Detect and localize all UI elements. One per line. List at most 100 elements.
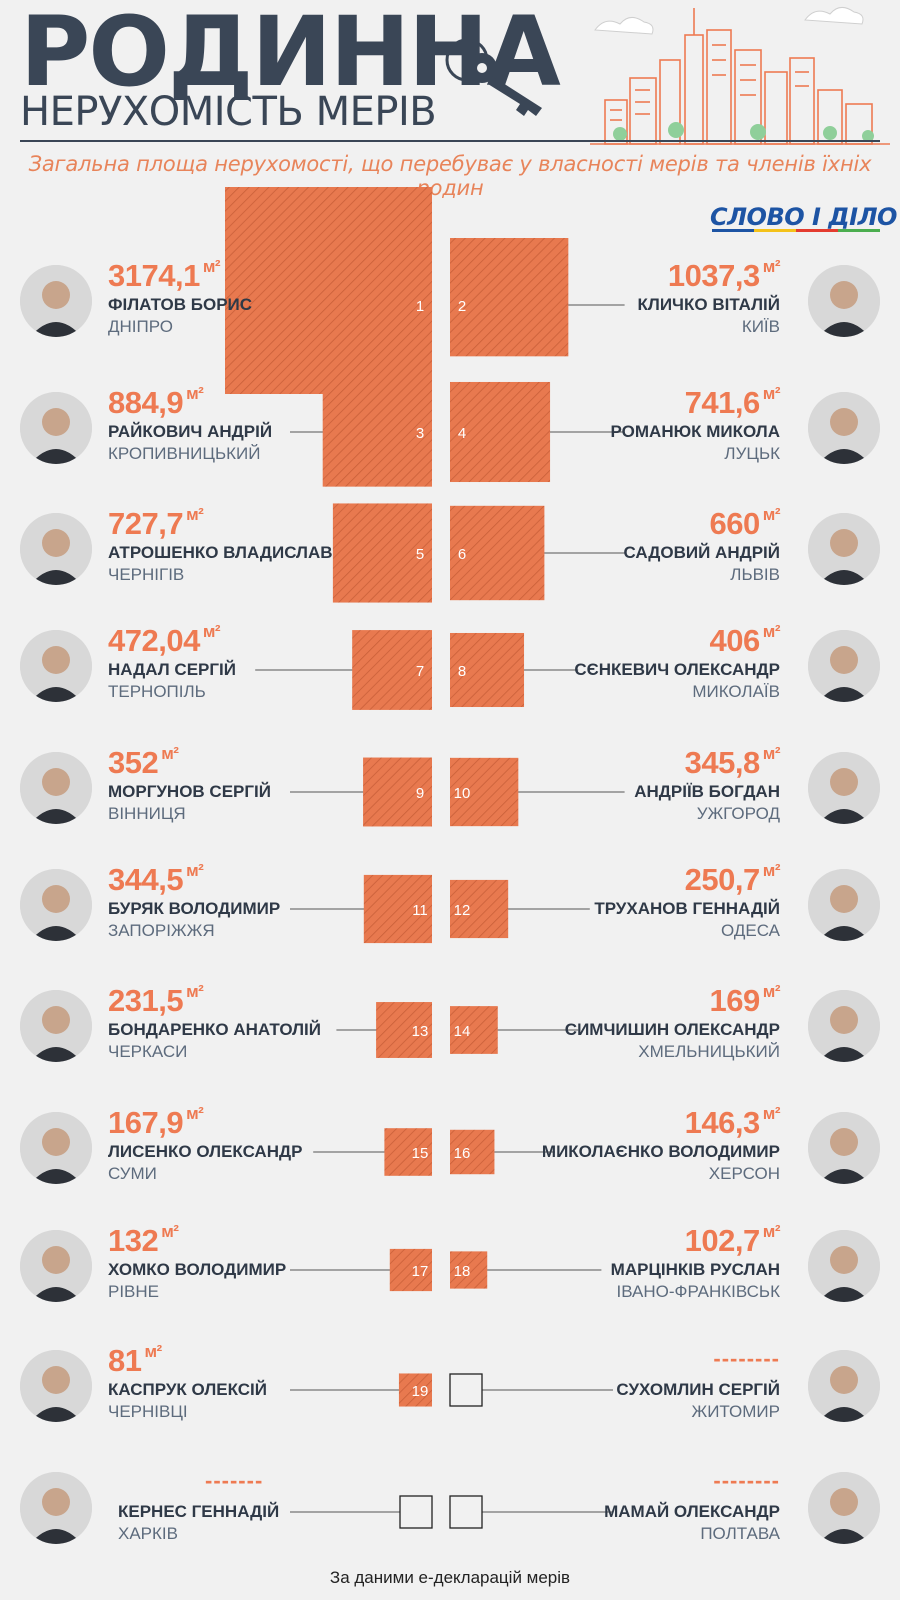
mayor-city: СУМИ xyxy=(108,1164,157,1183)
area-value: 81 м² xyxy=(108,1342,162,1378)
mayor-name: АТРОШЕНКО ВЛАДИСЛАВ xyxy=(108,543,333,562)
mayor-name: ЛИСЕНКО ОЛЕКСАНДР xyxy=(108,1142,303,1161)
mayor-city: КРОПИВНИЦЬКИЙ xyxy=(108,444,261,463)
mayor-name: МОРГУНОВ СЕРГІЙ xyxy=(108,782,271,801)
mayor-name: ТРУХАНОВ ГЕННАДІЙ xyxy=(594,899,780,918)
square-rank-label: 2 xyxy=(458,298,466,315)
mayor-city: ЛУЦЬК xyxy=(724,444,780,463)
avatar xyxy=(20,1472,92,1544)
area-square xyxy=(384,1128,432,1176)
mayor-city: ІВАНО-ФРАНКІВСЬК xyxy=(616,1282,780,1301)
avatar xyxy=(20,265,92,337)
person-icon xyxy=(20,1350,92,1422)
mayor-city: ЧЕРНІГІВ xyxy=(108,565,185,584)
area-square xyxy=(352,630,432,710)
person-icon xyxy=(808,869,880,941)
mayor-name: СИМЧИШИН ОЛЕКСАНДР xyxy=(564,1020,780,1039)
area-value: -------- xyxy=(713,1468,780,1493)
avatar xyxy=(20,1112,92,1184)
square-rank-label: 10 xyxy=(454,785,471,802)
avatar xyxy=(808,1112,880,1184)
mayor-name: РАЙКОВИЧ АНДРІЙ xyxy=(108,422,273,441)
square-rank-label: 1 xyxy=(416,298,424,315)
square-rank-label: 3 xyxy=(416,425,424,442)
area-square xyxy=(450,1251,488,1289)
area-square xyxy=(225,187,432,394)
area-value: 169 м² xyxy=(709,982,781,1018)
avatar xyxy=(808,1350,880,1422)
mayor-city: ХЕРСОН xyxy=(708,1164,780,1183)
square-rank-label: 18 xyxy=(454,1263,471,1280)
area-value: ------- xyxy=(205,1468,264,1493)
mayor-name: БОНДАРЕНКО АНАТОЛІЙ xyxy=(108,1020,321,1039)
area-square xyxy=(450,1129,495,1175)
avatar xyxy=(20,752,92,824)
square-rank-label: 7 xyxy=(416,663,424,680)
person-icon xyxy=(808,1230,880,1302)
mayor-city: ЖИТОМИР xyxy=(691,1402,780,1421)
person-icon xyxy=(20,513,92,585)
square-rank-label: 9 xyxy=(416,785,424,802)
area-square xyxy=(363,874,432,944)
mayor-name: ХОМКО ВОЛОДИМИР xyxy=(108,1260,287,1279)
area-square xyxy=(450,238,569,357)
area-value: 660 м² xyxy=(709,505,781,541)
mayor-name: БУРЯК ВОЛОДИМИР xyxy=(108,899,281,918)
area-value: 146,3 м² xyxy=(684,1104,781,1140)
person-icon xyxy=(808,1112,880,1184)
avatar xyxy=(808,990,880,1062)
area-square xyxy=(450,757,519,827)
avatar xyxy=(808,265,880,337)
avatar xyxy=(808,869,880,941)
person-icon xyxy=(20,1472,92,1544)
person-icon xyxy=(20,869,92,941)
page-title: РОДИННА xyxy=(20,0,561,108)
area-square xyxy=(398,1373,432,1407)
avatar xyxy=(808,513,880,585)
mayor-name: СЄНКЕВИЧ ОЛЕКСАНДР xyxy=(574,660,780,679)
area-value: 406 м² xyxy=(709,622,781,658)
mayor-city: ВІННИЦЯ xyxy=(108,804,186,823)
mayor-name: СУХОМЛИН СЕРГІЙ xyxy=(616,1380,780,1399)
area-value: 727,7 м² xyxy=(108,505,204,541)
area-square xyxy=(450,879,509,939)
area-square xyxy=(389,1248,432,1292)
square-rank-label: 16 xyxy=(454,1145,471,1162)
avatar xyxy=(20,513,92,585)
avatar xyxy=(808,392,880,464)
mayor-name: МАМАЙ ОЛЕКСАНДР xyxy=(604,1502,780,1521)
avatar xyxy=(20,869,92,941)
brand-logo: СЛОВО І ДІЛО xyxy=(710,203,897,231)
square-rank-label: 13 xyxy=(412,1023,429,1040)
area-square xyxy=(450,505,545,601)
square-rank-label: 8 xyxy=(458,663,466,680)
area-value: 250,7 м² xyxy=(684,861,781,897)
mayor-name: КЛИЧКО ВІТАЛІЙ xyxy=(637,295,780,314)
person-icon xyxy=(20,752,92,824)
area-square xyxy=(450,381,551,483)
mayor-name: ФІЛАТОВ БОРИС xyxy=(108,295,253,314)
area-square xyxy=(363,757,432,827)
area-value: 352 м² xyxy=(108,744,179,780)
square-rank-label: 15 xyxy=(412,1145,429,1162)
area-value: 884,9 м² xyxy=(108,384,204,420)
person-icon xyxy=(20,392,92,464)
area-value: 167,9 м² xyxy=(108,1104,204,1140)
square-rank-label: 6 xyxy=(458,546,466,563)
area-value: 1037,3 м² xyxy=(667,257,781,293)
mayor-name: РОМАНЮК МИКОЛА xyxy=(610,422,780,441)
mayor-city: ЛЬВІВ xyxy=(730,565,780,584)
person-icon xyxy=(808,630,880,702)
area-square xyxy=(322,377,432,487)
empty-square xyxy=(449,1495,483,1529)
area-value: 3174,1 м² xyxy=(108,257,221,293)
avatar xyxy=(20,1350,92,1422)
square-rank-label: 17 xyxy=(412,1263,429,1280)
mayor-city: ЧЕРНІВЦІ xyxy=(108,1402,188,1421)
mayor-city: УЖГОРОД xyxy=(696,804,780,823)
person-icon xyxy=(20,990,92,1062)
empty-square xyxy=(449,1373,483,1407)
square-rank-label: 5 xyxy=(416,546,424,563)
area-value: 472,04 м² xyxy=(108,622,221,658)
mayor-city: КИЇВ xyxy=(741,317,780,336)
